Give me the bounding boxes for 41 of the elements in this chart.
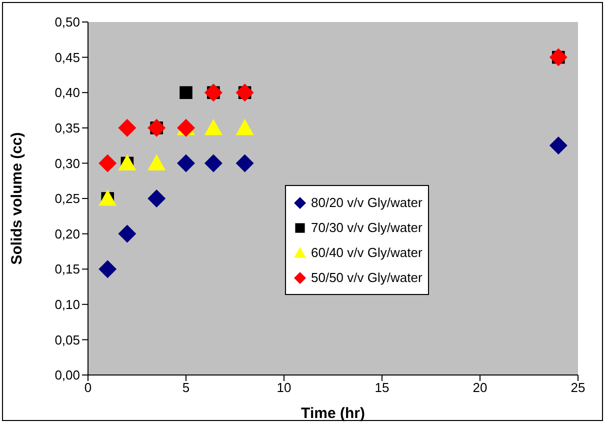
y-axis-title: Solids volume (cc) bbox=[8, 132, 26, 265]
y-tick-label: 0,15 bbox=[54, 262, 80, 277]
point bbox=[180, 86, 192, 99]
point bbox=[148, 118, 166, 137]
y-tick-label: 0,00 bbox=[54, 368, 80, 383]
legend-label: 80/20 v/v Gly/water bbox=[311, 195, 422, 210]
point bbox=[148, 154, 166, 170]
legend-label: 50/50 v/v Gly/water bbox=[311, 270, 422, 285]
y-tick-label: 0,20 bbox=[54, 226, 80, 242]
point bbox=[549, 48, 568, 66]
y-tick-label: 0,50 bbox=[54, 14, 80, 30]
point bbox=[118, 224, 136, 243]
point bbox=[236, 154, 254, 172]
y-tick-label: 0,30 bbox=[54, 156, 80, 171]
point bbox=[236, 84, 254, 102]
point bbox=[204, 118, 222, 136]
y-tick-label: 0,45 bbox=[54, 50, 80, 65]
x-tick-label: 20 bbox=[472, 380, 488, 396]
legend-label: 70/30 v/v Gly/water bbox=[311, 220, 422, 235]
point bbox=[204, 154, 222, 172]
y-tick-label: 0,25 bbox=[54, 191, 80, 206]
point bbox=[204, 84, 222, 102]
y-tick-label: 0,05 bbox=[54, 332, 80, 348]
point bbox=[148, 190, 166, 208]
point bbox=[236, 118, 254, 136]
legend-label: 60/40 v/v Gly/water bbox=[311, 245, 422, 260]
y-tick-label: 0,10 bbox=[54, 297, 80, 312]
point bbox=[98, 260, 117, 278]
x-axis-title: Time (hr) bbox=[301, 405, 365, 422]
x-tick-label: 10 bbox=[276, 380, 292, 396]
point bbox=[98, 154, 117, 172]
point bbox=[98, 190, 117, 206]
x-tick-label: 0 bbox=[84, 380, 92, 396]
point bbox=[549, 136, 568, 155]
point bbox=[118, 118, 136, 137]
x-tick-label: 15 bbox=[374, 380, 390, 396]
x-tick-label: 25 bbox=[570, 380, 586, 396]
y-tick-label: 0,40 bbox=[54, 85, 80, 100]
y-tick-label: 0,35 bbox=[54, 120, 80, 136]
point bbox=[177, 154, 195, 172]
x-tick-label: 5 bbox=[182, 380, 190, 396]
